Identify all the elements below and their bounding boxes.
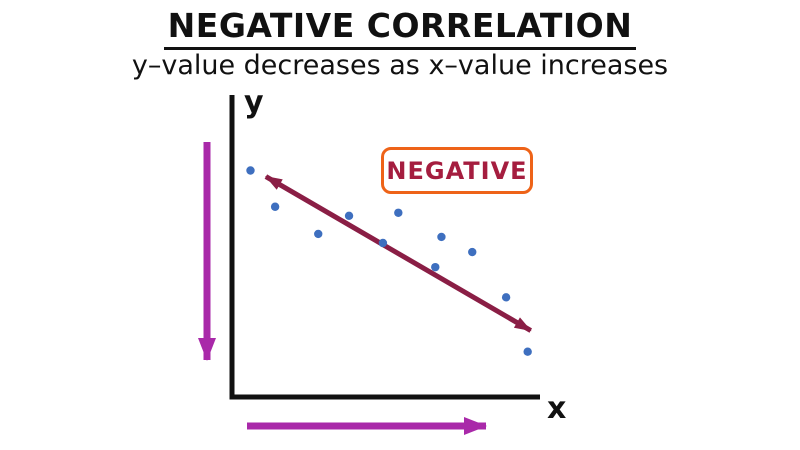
scatter-point <box>378 238 388 248</box>
scatter-point <box>344 211 354 220</box>
title-row: NEGATIVE CORRELATION <box>0 6 800 50</box>
figure-title: NEGATIVE CORRELATION <box>163 6 637 50</box>
negative-annotation: NEGATIVE <box>381 147 533 194</box>
scatter-point <box>523 347 532 356</box>
subtitle-row: y–value decreases as x–value increases <box>0 50 800 81</box>
scatter-point <box>270 202 280 211</box>
scatter-point <box>437 232 446 242</box>
scatter-point <box>314 229 323 239</box>
axes <box>229 95 540 400</box>
scatter-point <box>246 166 255 175</box>
trend-arrow <box>264 174 533 333</box>
scatter-point <box>431 262 440 272</box>
scatter-point <box>394 208 403 217</box>
negative-annotation-text: NEGATIVE <box>386 156 528 185</box>
scatter-point <box>468 247 477 257</box>
x-axis-label: x <box>547 391 567 426</box>
scatter-point <box>501 293 511 302</box>
y-axis-label: y <box>244 85 264 120</box>
figure-subtitle: y–value decreases as x–value increases <box>131 50 669 81</box>
